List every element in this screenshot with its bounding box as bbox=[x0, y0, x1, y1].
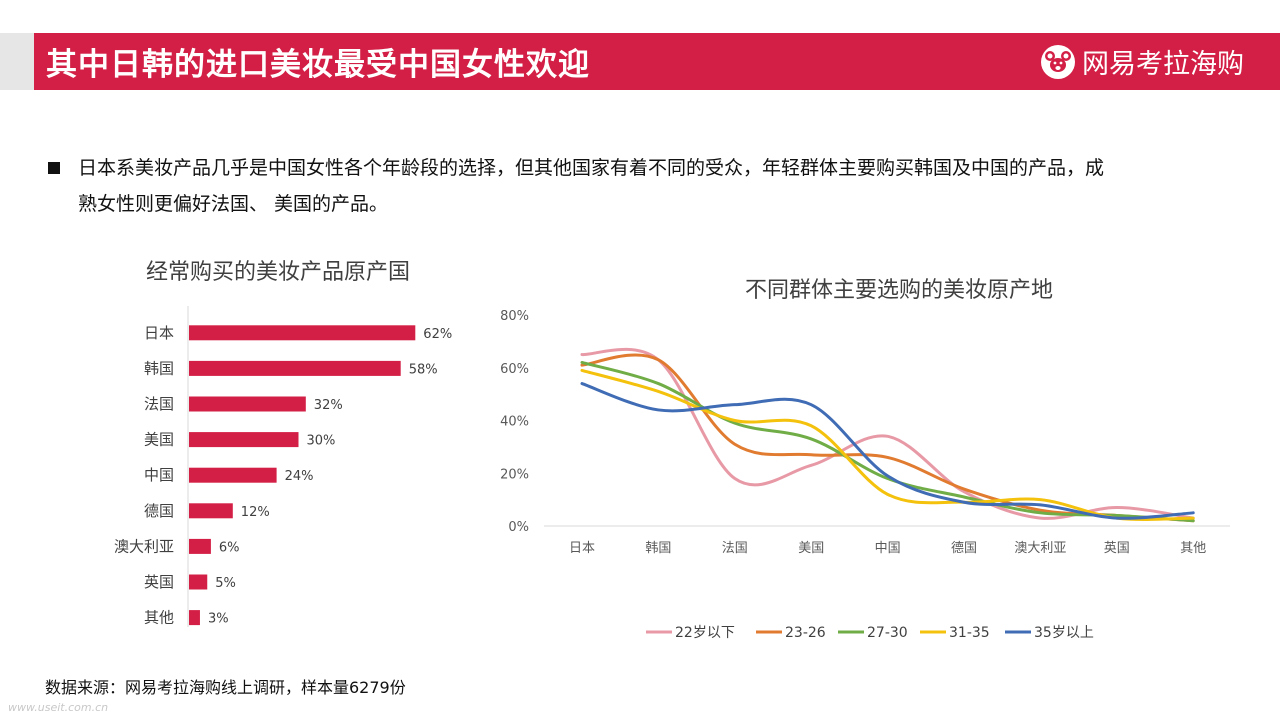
koala-logo-icon bbox=[1041, 44, 1075, 79]
bar-value-label: 62% bbox=[423, 327, 452, 342]
series-line bbox=[580, 360, 1195, 523]
y-tick-label: 0% bbox=[508, 520, 529, 535]
line-chart-title: 不同群体主要选购的美妆原产地 bbox=[745, 278, 1054, 303]
bar-category-label: 法国 bbox=[144, 395, 174, 413]
bar-value-label: 32% bbox=[314, 398, 343, 413]
y-tick-label: 80% bbox=[500, 309, 529, 324]
bar bbox=[189, 538, 211, 554]
x-tick-label: 德国 bbox=[951, 541, 977, 556]
page-title: 其中日韩的进口美妆最受中国女性欢迎 bbox=[46, 47, 590, 83]
summary-text: 日本系美妆产品几乎是中国女性各个年龄段的选择，但其他国家有着不同的受众，年轻群体… bbox=[78, 157, 1105, 215]
series-line bbox=[580, 382, 1195, 520]
bar bbox=[189, 396, 306, 412]
x-tick-label: 英国 bbox=[1104, 541, 1130, 556]
bar-category-label: 美国 bbox=[144, 431, 174, 449]
brand: 网易考拉海购 bbox=[1040, 42, 1244, 81]
bar-value-label: 58% bbox=[409, 362, 438, 377]
line-chart: 0% 20% 40% 60% 80% 日本 韩国 法国 美国 中国 德国 澳大利亚 英国 其他 22岁以下 2… bbox=[500, 309, 1230, 641]
legend-label: 31-35 bbox=[949, 625, 990, 641]
bar-value-label: 6% bbox=[219, 540, 240, 555]
x-tick-label: 澳大利亚 bbox=[1014, 540, 1066, 556]
bar-category-label: 德国 bbox=[144, 502, 174, 520]
watermark: www.useit.com.cn bbox=[8, 701, 109, 714]
bar-category-label: 英国 bbox=[144, 573, 174, 591]
bullet-square-icon bbox=[48, 162, 60, 174]
y-tick-label: 40% bbox=[500, 415, 529, 430]
header-left-block bbox=[0, 33, 34, 90]
bar bbox=[189, 610, 200, 626]
bar-category-label: 韩国 bbox=[144, 359, 174, 377]
bar-value-label: 30% bbox=[307, 434, 336, 449]
bar bbox=[189, 467, 277, 483]
bar bbox=[189, 574, 208, 590]
data-source-note: 数据来源：网易考拉海购线上调研，样本量6279份 bbox=[45, 678, 406, 697]
bar-category-label: 澳大利亚 bbox=[114, 537, 174, 555]
x-tick-label: 美国 bbox=[798, 541, 824, 556]
x-tick-label: 法国 bbox=[722, 541, 748, 556]
x-tick-label: 韩国 bbox=[645, 541, 671, 556]
bar bbox=[189, 325, 416, 341]
bar-value-label: 12% bbox=[241, 505, 270, 520]
x-tick-label: 中国 bbox=[875, 541, 901, 556]
bar-category-label: 中国 bbox=[144, 466, 174, 484]
summary-bullet: 日本系美妆产品几乎是中国女性各个年龄段的选择，但其他国家有着不同的受众，年轻群体… bbox=[48, 150, 1248, 222]
bar-chart: 日本 62% 韩国 58% 法国 32% 美国 30% 中国 24% 德国 12% 澳大利亚 6% 英国 5%… bbox=[114, 306, 452, 627]
series-line bbox=[580, 368, 1195, 521]
y-tick-label: 20% bbox=[500, 467, 529, 482]
bar bbox=[189, 432, 299, 448]
header-bar: 其中日韩的进口美妆最受中国女性欢迎 网易考拉海购 bbox=[34, 33, 1280, 90]
bar-chart-title: 经常购买的美妆产品原产国 bbox=[146, 260, 411, 285]
legend-label: 22岁以下 bbox=[675, 625, 735, 641]
bar-category-label: 其他 bbox=[144, 609, 174, 627]
brand-name: 网易考拉海购 bbox=[1082, 49, 1244, 80]
x-tick-label: 其他 bbox=[1180, 541, 1206, 556]
legend-label: 35岁以上 bbox=[1034, 625, 1094, 641]
bar-value-label: 24% bbox=[285, 469, 314, 484]
bar-value-label: 3% bbox=[208, 612, 229, 627]
legend-label: 23-26 bbox=[785, 625, 826, 641]
y-tick-label: 60% bbox=[500, 362, 529, 377]
bar-value-label: 5% bbox=[215, 576, 236, 591]
legend-label: 27-30 bbox=[867, 625, 908, 641]
bar-category-label: 日本 bbox=[144, 324, 174, 342]
bar bbox=[189, 503, 233, 519]
bar bbox=[189, 360, 401, 376]
x-tick-label: 日本 bbox=[569, 541, 595, 556]
